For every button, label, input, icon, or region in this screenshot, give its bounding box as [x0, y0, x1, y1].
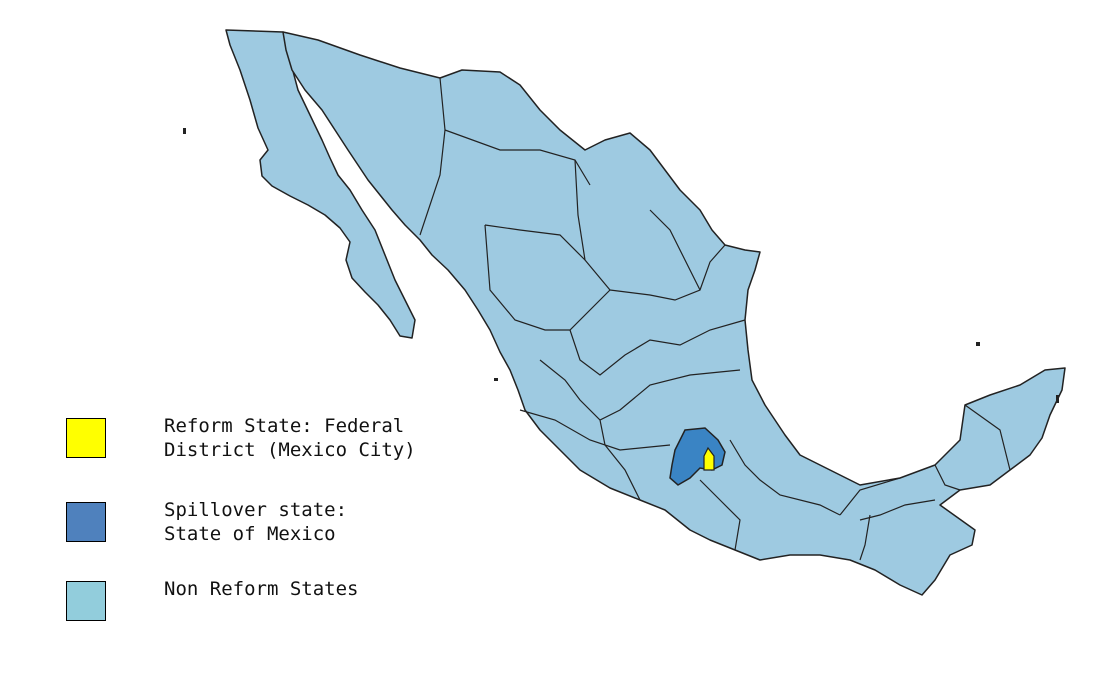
mainland-mexico: [282, 31, 1066, 596]
state-of-mexico-region: [669, 427, 726, 486]
baja-california-peninsula: [225, 29, 416, 339]
legend-item-reform: Reform State: Federal District (Mexico C…: [66, 415, 416, 462]
legend-label-non-reform: Non Reform States: [164, 578, 359, 600]
state-borders: [419, 77, 1011, 561]
legend-item-spillover: Spillover state: State of Mexico: [66, 499, 347, 546]
legend-swatch-spillover: [66, 502, 106, 542]
legend-item-non-reform: Non Reform States: [66, 578, 358, 621]
legend-label-reform: Reform State: Federal District (Mexico C…: [164, 415, 416, 461]
legend-label-spillover: Spillover state: State of Mexico: [164, 499, 348, 545]
legend-swatch-non-reform: [66, 581, 106, 621]
islands: [183, 128, 1059, 403]
non-reform-states-region: [225, 29, 1066, 596]
legend-swatch-reform: [66, 418, 106, 458]
federal-district-region: [703, 446, 715, 471]
